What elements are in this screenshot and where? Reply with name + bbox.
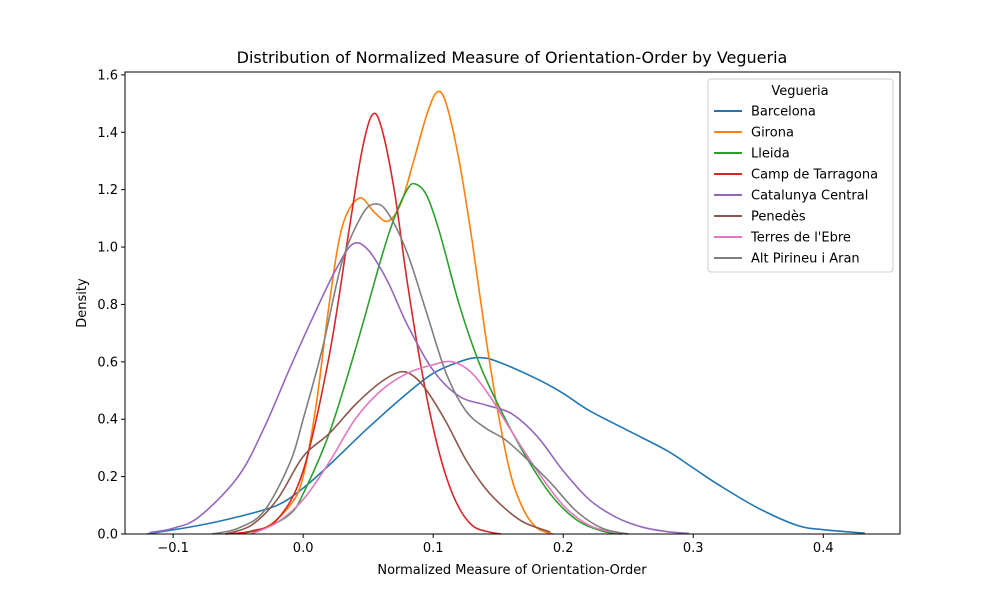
legend-item: Alt Pirineu i Aran [714, 252, 860, 267]
y-tick-label: 1.6 [97, 68, 118, 83]
x-tick-label: −0.1 [157, 541, 189, 556]
y-tick-label: 0.6 [97, 355, 118, 370]
legend-label: Girona [751, 126, 794, 141]
series-line-girona [231, 90, 554, 535]
series-line-catalunya-central [149, 241, 690, 535]
y-axis-title: Density [75, 278, 90, 328]
series-line-barcelona [146, 356, 865, 535]
legend-item: Camp de Tarragona [714, 168, 878, 183]
x-tick-label: 0.4 [813, 541, 834, 556]
y-axis: 0.0 0.2 0.4 0.6 0.8 1.0 1.2 1.4 1.6 [97, 68, 125, 543]
series-line-pened-s [224, 370, 551, 535]
legend-item: Barcelona [714, 105, 816, 120]
plot-area [146, 90, 865, 535]
x-axis: −0.1 0.0 0.1 0.2 0.3 0.4 [157, 534, 834, 556]
legend-label: Lleida [751, 147, 790, 162]
series-line-alt-pirineu-i-aran [211, 203, 629, 535]
legend-item: Lleida [714, 147, 790, 162]
plot-frame [124, 71, 901, 535]
y-tick-label: 0.0 [97, 528, 118, 543]
y-tick-label: 0.2 [97, 470, 118, 485]
legend-label: Barcelona [751, 105, 816, 120]
y-tick-label: 1.4 [97, 126, 118, 141]
legend-box [707, 78, 894, 273]
legend-label: Camp de Tarragona [751, 168, 878, 183]
legend-label: Alt Pirineu i Aran [751, 252, 860, 267]
y-tick-label: 0.4 [97, 413, 118, 428]
legend-label: Penedès [751, 210, 806, 225]
x-tick-label: 0.3 [683, 541, 704, 556]
x-tick-label: 0.0 [293, 541, 314, 556]
chart-title: Distribution of Normalized Measure of Or… [237, 48, 788, 67]
x-axis-title: Normalized Measure of Orientation-Order [377, 563, 647, 578]
series-line-camp-de-tarragona [225, 112, 501, 535]
legend-label: Terres de l'Ebre [750, 231, 851, 246]
x-tick-label: 0.2 [553, 541, 574, 556]
legend-title: Vegueria [771, 84, 828, 99]
legend-item: Terres de l'Ebre [714, 231, 851, 246]
series-line-lleida [237, 182, 622, 535]
legend-item: Catalunya Central [714, 189, 868, 204]
legend: Vegueria Barcelona Girona Lleida Camp de Ta… [707, 78, 894, 273]
y-tick-label: 1.0 [97, 241, 118, 256]
series-line-terres-de-l-ebre [250, 360, 629, 535]
x-tick-label: 0.1 [423, 541, 444, 556]
legend-label: Catalunya Central [751, 189, 868, 204]
legend-item: Girona [714, 126, 794, 141]
y-tick-label: 1.2 [97, 183, 118, 198]
legend-item: Penedès [714, 210, 806, 225]
y-tick-label: 0.8 [97, 298, 118, 313]
